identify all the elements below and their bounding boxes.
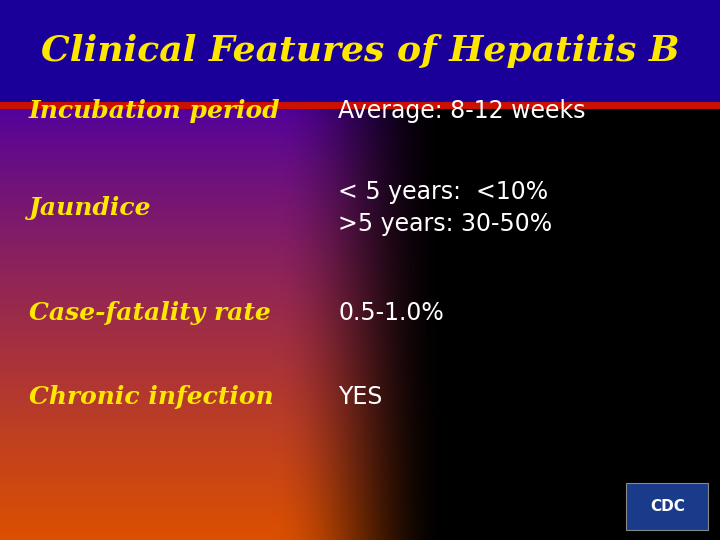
Text: < 5 years:  <10%
>5 years: 30-50%: < 5 years: <10% >5 years: 30-50% [338, 180, 552, 236]
Text: Case-fatality rate: Case-fatality rate [29, 301, 271, 325]
Text: Chronic infection: Chronic infection [29, 385, 274, 409]
Text: Incubation period: Incubation period [29, 99, 280, 123]
Text: Clinical Features of Hepatitis B: Clinical Features of Hepatitis B [41, 35, 679, 68]
Text: CDC: CDC [650, 499, 685, 514]
FancyBboxPatch shape [626, 483, 708, 530]
Text: 0.5-1.0%: 0.5-1.0% [338, 301, 444, 325]
Text: YES: YES [338, 385, 383, 409]
Text: Jaundice: Jaundice [29, 196, 151, 220]
Bar [0, 0, 720, 105]
Text: Average: 8-12 weeks: Average: 8-12 weeks [338, 99, 586, 123]
